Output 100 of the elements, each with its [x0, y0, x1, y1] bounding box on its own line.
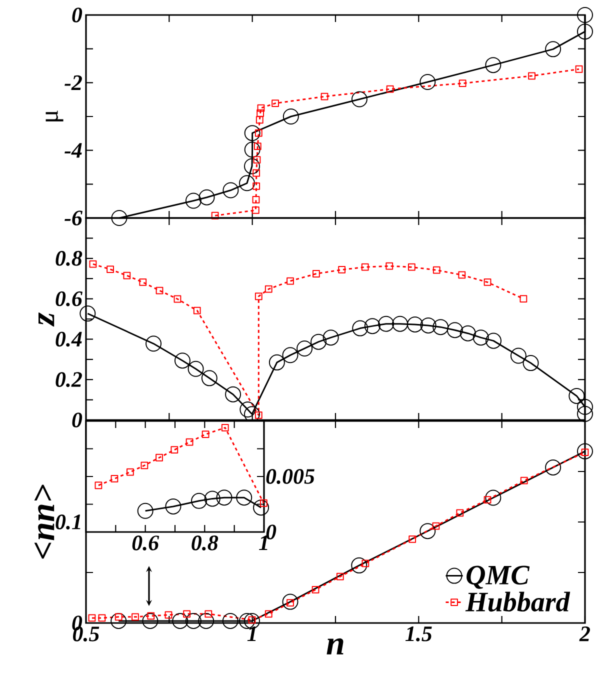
- point: [156, 454, 163, 462]
- point: [198, 612, 214, 629]
- point: [528, 72, 536, 80]
- point: [312, 586, 320, 594]
- point: [191, 492, 208, 509]
- point: [256, 116, 264, 124]
- point: [132, 613, 139, 621]
- point: [408, 535, 416, 543]
- point: [460, 325, 476, 342]
- point: [420, 317, 436, 334]
- point: [456, 509, 464, 517]
- point: [484, 496, 492, 504]
- point: [174, 352, 190, 369]
- point: [472, 330, 489, 346]
- point: [272, 100, 279, 108]
- x-tick-label: 2: [579, 626, 590, 642]
- point: [201, 370, 218, 386]
- point: [111, 210, 128, 226]
- x-tick-label: 0.6: [132, 536, 160, 550]
- y-tick-label: -2: [64, 75, 82, 90]
- point: [139, 278, 147, 286]
- point: [576, 406, 593, 422]
- point: [361, 263, 369, 271]
- point: [408, 263, 416, 271]
- point: [188, 360, 204, 377]
- x-tick-label: 1: [259, 536, 268, 550]
- point: [172, 612, 188, 629]
- point: [222, 182, 239, 198]
- y-tick-label: 0.8: [56, 250, 82, 266]
- point: [239, 175, 256, 192]
- point: [264, 285, 272, 293]
- y-tick-label: 0: [266, 524, 276, 540]
- point: [236, 490, 252, 506]
- point: [244, 142, 260, 158]
- point: [202, 430, 210, 438]
- point: [183, 610, 190, 618]
- point: [364, 318, 380, 334]
- point: [520, 476, 528, 484]
- point: [165, 498, 182, 514]
- y-axis-title: z: [38, 312, 54, 327]
- point: [204, 610, 212, 618]
- legend-label: Hubbard: [465, 592, 570, 612]
- point: [520, 295, 528, 302]
- point: [257, 104, 265, 112]
- point: [110, 475, 118, 482]
- point: [351, 557, 368, 574]
- point: [576, 443, 593, 460]
- y-tick-label: -6: [64, 210, 82, 226]
- point: [264, 610, 272, 618]
- y-tick-label: 0: [72, 8, 82, 22]
- point: [260, 499, 268, 507]
- point: [351, 91, 368, 108]
- point: [458, 80, 466, 88]
- point: [88, 614, 96, 622]
- point: [282, 347, 298, 364]
- point: [123, 272, 131, 280]
- point: [110, 612, 127, 629]
- point: [185, 612, 202, 629]
- point: [106, 266, 114, 274]
- point: [545, 41, 562, 58]
- point: [252, 182, 260, 190]
- point: [94, 482, 102, 490]
- point: [485, 57, 502, 74]
- point: [252, 169, 260, 177]
- point: [204, 490, 220, 507]
- point: [378, 316, 394, 332]
- y-tick-label: 0.6: [56, 291, 82, 306]
- y-tick-label: 0.1: [56, 514, 80, 530]
- point: [252, 206, 260, 214]
- point: [193, 306, 201, 314]
- point: [336, 572, 344, 580]
- point: [198, 189, 215, 206]
- point: [420, 74, 436, 90]
- point: [254, 292, 262, 300]
- y-tick-label: 0.4: [56, 332, 82, 347]
- point: [80, 306, 96, 322]
- point: [156, 286, 164, 294]
- point: [147, 612, 155, 620]
- point: [254, 411, 262, 419]
- point: [568, 388, 585, 404]
- point: [211, 212, 219, 220]
- legend-label: QMC: [466, 566, 530, 589]
- point: [240, 401, 256, 418]
- point: [458, 271, 466, 279]
- point: [386, 262, 394, 270]
- point: [164, 611, 172, 619]
- point: [576, 398, 593, 415]
- point: [137, 502, 154, 519]
- point: [545, 459, 562, 476]
- x-axis-title: n: [326, 638, 344, 654]
- point: [225, 386, 242, 402]
- point: [268, 354, 285, 370]
- point: [256, 109, 264, 117]
- point: [286, 277, 294, 285]
- point: [407, 316, 423, 332]
- point: [216, 490, 232, 506]
- point: [126, 468, 134, 476]
- point: [484, 278, 492, 286]
- point: [446, 322, 463, 338]
- y-tick-label: 0: [72, 412, 82, 428]
